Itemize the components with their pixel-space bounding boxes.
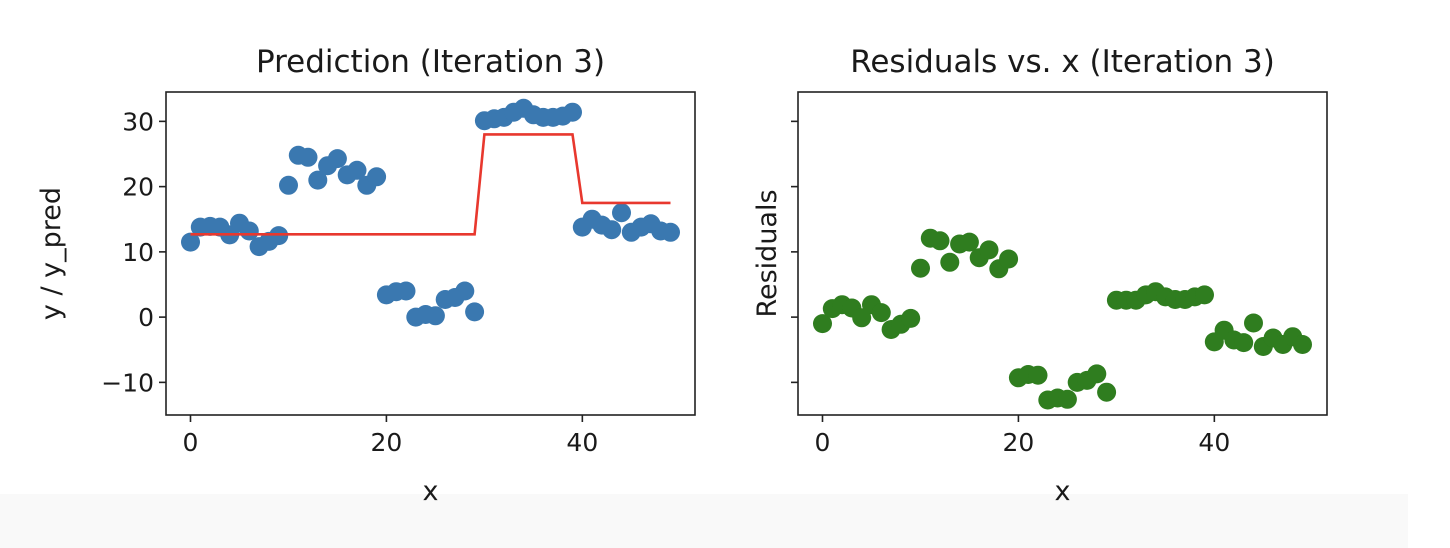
data-point [396,281,416,301]
data-point [813,314,832,334]
data-point [1234,333,1254,353]
y-tick-label: 0 [138,303,154,332]
data-point [1293,335,1312,354]
data-point [930,231,950,251]
data-point [602,220,622,240]
x-tick-label: 0 [183,428,199,457]
data-point [367,167,387,187]
data-point [871,303,891,323]
data-point [1057,389,1077,409]
y-axis-label: y / y_pred [36,187,67,320]
chart-panel-1: Prediction (Iteration 3) 0 20 40 −10 0 10 20 30 x… [36,44,696,507]
x-tick-label: 20 [371,428,403,457]
y-tick-label: 30 [122,107,154,136]
data-point [181,232,200,252]
y-tick-label: 20 [122,173,154,202]
chart-title: Prediction (Iteration 3) [256,44,605,80]
output-background-strip [0,494,1408,548]
x-tick-label: 40 [1198,428,1230,457]
data-point [612,203,631,223]
data-point [940,252,960,272]
data-point [852,308,872,328]
x-tick-label: 40 [566,428,598,457]
x-tick-label: 0 [815,428,831,457]
data-point [327,149,347,169]
data-point [979,240,999,260]
series-line-y_pred [190,133,671,236]
x-tick-label: 20 [1003,428,1035,457]
data-point [999,249,1019,269]
series-residuals [813,228,1312,410]
x-axis-label: x [423,476,439,507]
axes-frame [797,91,1328,416]
data-point [425,306,445,326]
series-y [181,98,680,327]
data-point [959,232,979,252]
data-point [661,222,680,242]
data-point [298,147,318,167]
data-point [563,102,582,122]
data-point [1195,285,1214,305]
data-point [279,175,298,195]
data-point [1028,365,1048,385]
y-axis-label: Residuals [752,189,783,317]
data-point [1244,313,1263,333]
data-point [1097,382,1117,402]
data-point [901,308,921,328]
data-point [347,160,367,180]
data-point [455,281,475,301]
chart-panel-2: Residuals vs. x (Iteration 3) 0 20 40 x Resid… [752,44,1328,507]
data-point [911,258,930,278]
data-point [239,221,259,241]
y-tick-label: 10 [122,238,154,267]
data-point [465,302,485,322]
x-axis-label: x [1055,476,1071,507]
data-point [308,170,328,190]
axes-frame [165,91,696,416]
y-tick-label: −10 [101,368,154,397]
data-point [1087,364,1107,384]
chart-title: Residuals vs. x (Iteration 3) [850,44,1275,80]
